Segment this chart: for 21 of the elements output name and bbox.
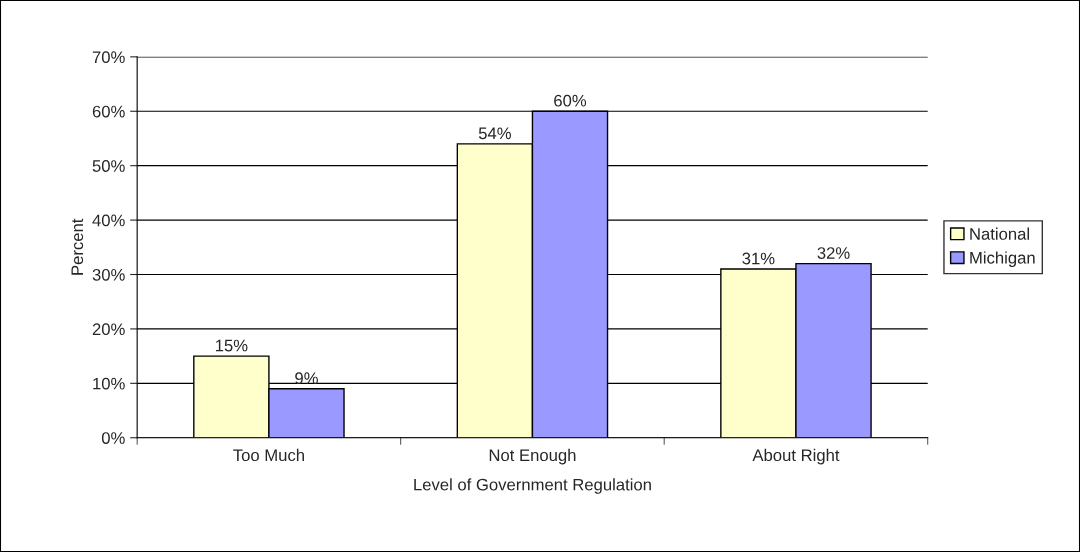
- data-label: 9%: [295, 372, 318, 385]
- data-label: 60%: [554, 94, 587, 107]
- y-tick-label: 50%: [92, 160, 125, 172]
- y-tick-label: 60%: [92, 105, 125, 118]
- y-tick-label: 0%: [101, 432, 125, 444]
- data-label: 31%: [742, 252, 775, 265]
- data-label: 32%: [817, 247, 850, 259]
- legend-label: National: [970, 227, 1029, 240]
- x-axis-title: Level of Government Regulation: [414, 478, 651, 494]
- y-tick-label: 30%: [92, 268, 125, 281]
- x-tick-label: Not Enough: [489, 448, 576, 465]
- data-label: 15%: [215, 339, 248, 352]
- y-tick-label: 70%: [92, 51, 125, 64]
- y-tick-label: 40%: [92, 214, 125, 227]
- x-tick-label: About Right: [752, 448, 840, 465]
- y-axis-title: Percent: [71, 218, 84, 275]
- legend-label: Michigan: [970, 251, 1035, 267]
- y-tick-label: 20%: [92, 323, 125, 336]
- x-tick-label: Too Much: [233, 448, 304, 462]
- data-label: 54%: [478, 127, 511, 140]
- y-tick-label: 10%: [93, 377, 125, 390]
